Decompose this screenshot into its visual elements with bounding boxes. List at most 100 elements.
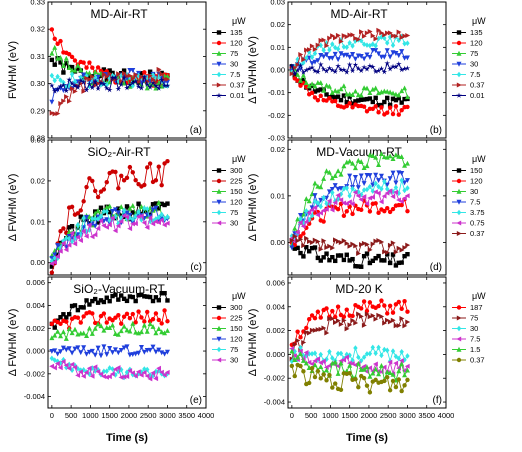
data-point-30 — [358, 159, 364, 164]
data-point-225 — [98, 313, 104, 319]
panel-label: (c) — [190, 262, 202, 273]
data-point-0.01 — [150, 79, 156, 86]
data-point-1.5 — [378, 362, 384, 368]
data-point-120 — [367, 209, 373, 214]
data-point-300 — [153, 295, 159, 300]
data-point-0.37 — [335, 32, 341, 38]
data-point-0.01 — [361, 64, 367, 70]
legend-unit: μW — [232, 16, 246, 26]
data-point-30 — [101, 223, 107, 229]
data-point-300 — [165, 201, 170, 206]
data-point-30 — [60, 240, 66, 246]
data-point-7.5 — [347, 40, 352, 46]
data-point-7.5 — [402, 180, 408, 186]
data-point-75 — [153, 85, 159, 91]
data-point-30 — [69, 230, 75, 236]
data-point-150 — [69, 330, 75, 336]
legend-entry-120: 120 — [230, 39, 243, 48]
data-point-30 — [381, 154, 387, 160]
data-point-120 — [55, 351, 61, 357]
data-point-135 — [98, 73, 104, 79]
data-point-225 — [130, 311, 135, 317]
data-point-135 — [385, 95, 390, 101]
data-point-0.37 — [318, 37, 324, 43]
data-point-0.01 — [109, 74, 116, 81]
data-point-75 — [147, 372, 153, 378]
data-point-7.5 — [327, 47, 332, 53]
data-point-300 — [95, 220, 101, 225]
data-point-150 — [164, 327, 170, 333]
data-point-120 — [396, 112, 401, 117]
legend-unit: μW — [472, 291, 486, 301]
data-point-150 — [127, 328, 133, 334]
y-tick-label: 0.03 — [30, 136, 45, 145]
legend-marker-30 — [216, 357, 222, 363]
data-point-300 — [104, 295, 109, 300]
data-point-150 — [338, 253, 344, 258]
data-point-30 — [92, 232, 98, 238]
data-point-225 — [75, 211, 81, 216]
data-point-30 — [132, 221, 138, 227]
data-point-1.5 — [404, 367, 410, 373]
data-point-75 — [64, 235, 69, 242]
x-tick-label: 2500 — [140, 411, 157, 420]
data-point-0.75 — [318, 210, 323, 216]
data-point-120 — [75, 345, 81, 351]
data-point-0.01 — [375, 67, 382, 74]
data-point-120 — [49, 27, 55, 32]
data-point-1.5 — [318, 364, 324, 369]
data-point-0.01 — [161, 82, 168, 89]
data-point-30 — [141, 220, 147, 226]
data-point-225 — [116, 312, 121, 318]
data-point-120 — [309, 90, 315, 96]
data-point-75 — [390, 317, 396, 323]
data-point-3.75 — [361, 187, 367, 193]
data-point-30 — [98, 371, 104, 377]
data-point-0.37 — [356, 251, 362, 257]
data-point-150 — [353, 264, 358, 269]
x-tick-label: 2000 — [361, 411, 378, 420]
data-point-120 — [98, 353, 104, 359]
data-point-225 — [110, 318, 115, 323]
data-point-30 — [81, 72, 87, 78]
data-point-0.37 — [318, 246, 324, 252]
data-point-120 — [115, 210, 121, 216]
data-point-7.5 — [344, 354, 349, 360]
data-point-120 — [72, 58, 78, 63]
data-point-150 — [335, 253, 341, 258]
legend-marker-75 — [216, 50, 222, 56]
data-point-120 — [133, 351, 139, 357]
data-point-30 — [379, 352, 384, 359]
data-point-30 — [289, 358, 295, 365]
plot-frame — [287, 276, 447, 409]
data-point-30 — [382, 346, 387, 353]
data-point-75 — [321, 325, 327, 331]
data-point-150 — [359, 264, 364, 269]
data-point-30 — [378, 151, 384, 157]
data-point-150 — [292, 246, 297, 251]
data-point-0.01 — [75, 84, 81, 90]
data-point-7.5 — [318, 197, 324, 203]
data-point-30 — [106, 222, 112, 228]
data-point-0.37 — [330, 385, 335, 390]
data-point-75 — [393, 91, 399, 97]
data-point-0.37 — [359, 29, 364, 35]
data-point-225 — [78, 208, 83, 213]
data-point-300 — [142, 208, 147, 214]
data-point-300 — [69, 224, 75, 229]
legend-marker-225 — [216, 315, 222, 321]
data-point-300 — [153, 201, 159, 206]
legend-marker-120 — [216, 199, 222, 205]
data-point-0.37 — [344, 240, 350, 246]
data-point-75 — [153, 216, 159, 222]
data-point-0.37 — [373, 36, 379, 42]
legend-marker-0.37 — [456, 357, 462, 363]
data-point-75 — [402, 323, 408, 329]
data-point-75 — [379, 313, 385, 319]
legend-marker-120 — [456, 178, 462, 184]
data-point-75 — [312, 83, 318, 89]
data-point-150 — [127, 205, 133, 211]
legend-marker-187 — [456, 305, 462, 310]
data-point-7.5 — [289, 245, 295, 251]
data-point-30 — [309, 191, 315, 197]
